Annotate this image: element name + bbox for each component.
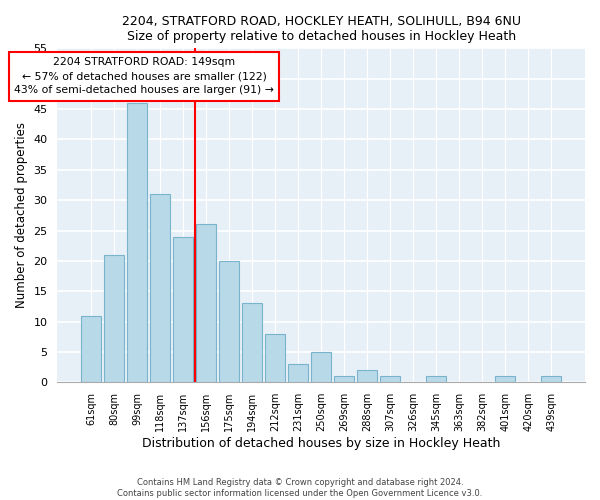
Bar: [380, 376, 400, 382]
Bar: [220, 261, 239, 382]
Y-axis label: Number of detached properties: Number of detached properties: [15, 122, 28, 308]
Bar: [311, 352, 331, 382]
Bar: [334, 376, 354, 382]
Text: 2204 STRATFORD ROAD: 149sqm
← 57% of detached houses are smaller (122)
43% of se: 2204 STRATFORD ROAD: 149sqm ← 57% of det…: [14, 58, 274, 96]
Bar: [358, 370, 377, 382]
Bar: [127, 103, 147, 382]
Bar: [196, 224, 216, 382]
Bar: [265, 334, 285, 382]
Text: Contains HM Land Registry data © Crown copyright and database right 2024.
Contai: Contains HM Land Registry data © Crown c…: [118, 478, 482, 498]
Bar: [242, 304, 262, 382]
Bar: [151, 194, 170, 382]
Bar: [496, 376, 515, 382]
Title: 2204, STRATFORD ROAD, HOCKLEY HEATH, SOLIHULL, B94 6NU
Size of property relative: 2204, STRATFORD ROAD, HOCKLEY HEATH, SOL…: [122, 15, 521, 43]
Bar: [289, 364, 308, 382]
Bar: [82, 316, 101, 382]
Bar: [104, 255, 124, 382]
Bar: [173, 236, 193, 382]
Bar: [541, 376, 561, 382]
X-axis label: Distribution of detached houses by size in Hockley Heath: Distribution of detached houses by size …: [142, 437, 500, 450]
Bar: [427, 376, 446, 382]
